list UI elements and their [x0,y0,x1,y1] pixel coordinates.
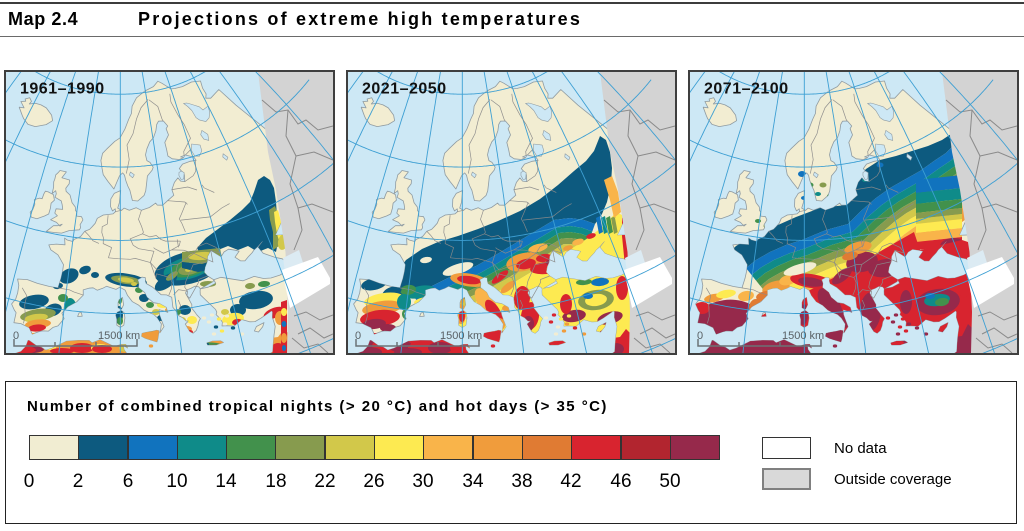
svg-text:1500 km: 1500 km [98,330,140,342]
svg-text:2071–2100: 2071–2100 [704,81,789,98]
svg-text:0: 0 [697,330,703,342]
svg-text:0: 0 [355,330,361,342]
svg-text:2021–2050: 2021–2050 [362,81,447,98]
svg-text:0: 0 [13,330,19,342]
svg-text:1500 km: 1500 km [440,330,482,342]
svg-text:1961–1990: 1961–1990 [20,81,105,98]
svg-text:1500 km: 1500 km [782,330,824,342]
